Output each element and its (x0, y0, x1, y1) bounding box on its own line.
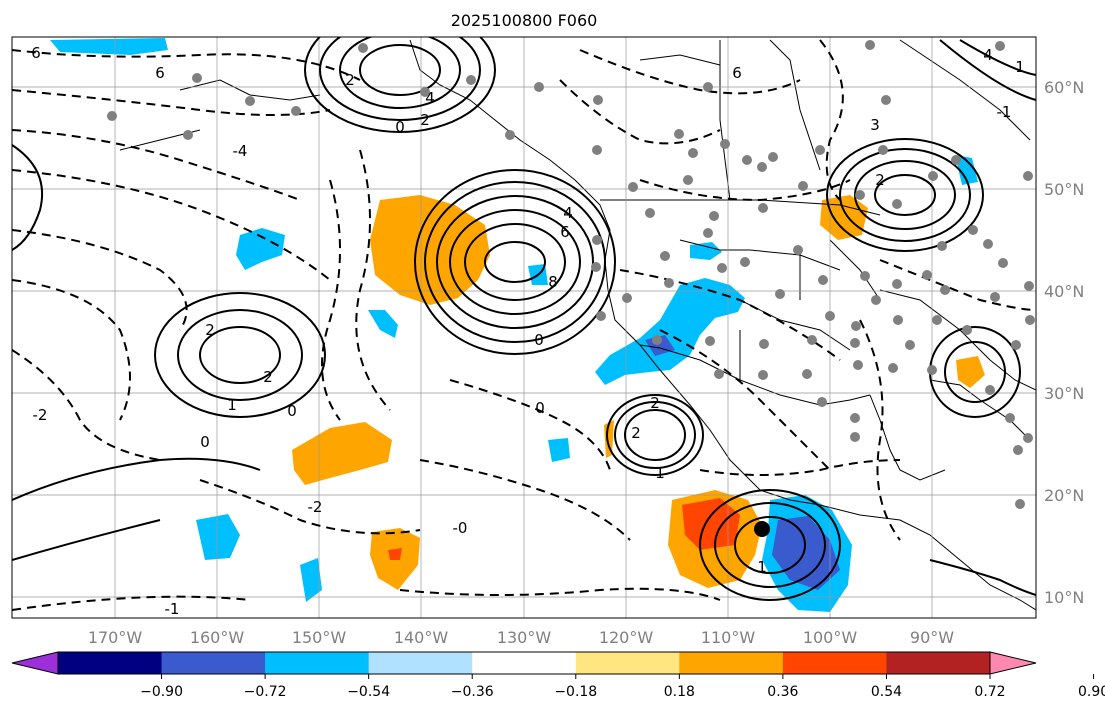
lon-label: 110°W (701, 628, 756, 647)
contour-label: 6 (732, 64, 742, 82)
colorbar-tick-label: 0.18 (664, 684, 695, 700)
colorbar-extend-high (989, 651, 1037, 675)
lon-label: 100°W (803, 628, 858, 647)
latitude-labels: 60°N 50°N 40°N 30°N 20°N 10°N (1044, 78, 1084, 607)
shade-neg-h (300, 558, 322, 602)
colorbar-outline (57, 651, 991, 675)
contour-label: 1 (1015, 58, 1025, 76)
colorbar-tick-label: −0.36 (451, 684, 494, 700)
colorbar-extend-low (11, 651, 59, 675)
colorbar-segment (472, 652, 577, 674)
lon-label: 130°W (497, 628, 552, 647)
colorbar: −0.90 −0.72 −0.54 −0.36 −0.18 0.18 0.36 0.54 0.7… (11, 651, 1105, 700)
colorbar-tick-label: 0.54 (871, 684, 902, 700)
shade-neg-f (548, 438, 570, 462)
contour-label: -1 (997, 103, 1012, 121)
contour-label: 2 (650, 394, 660, 412)
contour-label: 1 (227, 396, 237, 414)
contour-label: 2 (875, 171, 885, 189)
shade-neg-b (236, 228, 285, 270)
negative-shading (50, 38, 978, 612)
colorbar-segment (782, 652, 887, 674)
map-title: 2025100800 F060 (451, 11, 598, 30)
shade-pos-f (956, 356, 985, 388)
colorbar-tick-label: −0.18 (554, 684, 597, 700)
contour-label: 2 (631, 424, 641, 442)
contour-label: 6 (155, 64, 165, 82)
contour-label: 4 (983, 46, 993, 64)
shade-neg-d (595, 278, 745, 385)
colorbar-segment (575, 652, 680, 674)
shade-pos-b (292, 422, 392, 485)
lon-label: 90°W (910, 628, 954, 647)
lon-label: 150°W (292, 628, 347, 647)
lat-label: 30°N (1044, 384, 1084, 403)
contour-label: -2 (308, 498, 323, 516)
colorbar-tick-label: −0.72 (244, 684, 287, 700)
colorbar-tick-label: 0.72 (974, 684, 1005, 700)
colorbar-segment (58, 652, 163, 674)
contour-label: 2 (420, 111, 430, 129)
contour-label: 0 (534, 331, 544, 349)
lon-label: 140°W (394, 628, 449, 647)
longitude-labels: 170°W 160°W 150°W 140°W 130°W 120°W 110°… (88, 628, 954, 647)
positive-shading (292, 195, 985, 590)
colorbar-tick-label: 0.90 (1078, 684, 1105, 700)
contour-label: 4 (563, 204, 573, 222)
solid-contours (12, 37, 1036, 601)
contour-label: 0 (287, 402, 297, 420)
contour-label: 0 (395, 118, 405, 136)
colorbar-segment (368, 652, 473, 674)
contour-label: -1 (165, 600, 180, 618)
shade-pos-a (370, 195, 490, 305)
lon-label: 170°W (88, 628, 143, 647)
colorbar-tick-label: −0.54 (347, 684, 390, 700)
shade-neg-a (50, 38, 168, 55)
contour-label: 2 (205, 321, 215, 339)
shade-neg-e (690, 242, 722, 260)
shade-neg-g (196, 514, 240, 560)
contour-label: 2 (345, 71, 355, 89)
lon-label: 120°W (599, 628, 654, 647)
contour-label: 2 (263, 368, 273, 386)
colorbar-segment (161, 652, 266, 674)
colorbar-tick-label: −0.90 (140, 684, 183, 700)
contour-label: 0 (535, 399, 545, 417)
lon-label: 160°W (190, 628, 245, 647)
colorbar-segment (265, 652, 370, 674)
shade-pos-e (820, 195, 868, 240)
contour-label: 4 (425, 89, 435, 107)
storm-center-marker (754, 521, 770, 537)
contour-label: 8 (548, 273, 558, 291)
lat-label: 50°N (1044, 180, 1084, 199)
shade-neg-j (955, 155, 978, 185)
contour-label: 0 (200, 433, 210, 451)
contour-label: -0 (453, 519, 468, 537)
contour-label: 1 (757, 558, 767, 576)
contour-label: -2 (33, 406, 48, 424)
colorbar-segment (886, 652, 991, 674)
shade-neg-c (368, 310, 398, 338)
contour-label: 6 (560, 223, 570, 241)
lat-label: 10°N (1044, 588, 1084, 607)
contour-label: -4 (233, 142, 248, 160)
dashed-contours (12, 39, 1036, 611)
colorbar-tick-label: 0.36 (767, 684, 798, 700)
contour-label: 3 (870, 116, 880, 134)
station-markers (107, 40, 1035, 509)
lat-label: 20°N (1044, 486, 1084, 505)
contour-label: 1 (655, 464, 665, 482)
lat-label: 60°N (1044, 78, 1084, 97)
contour-label: 6 (31, 44, 41, 62)
shade-pos-c2 (388, 548, 402, 560)
shade-pos-d2 (682, 498, 740, 550)
colorbar-segment (679, 652, 784, 674)
lat-label: 40°N (1044, 282, 1084, 301)
